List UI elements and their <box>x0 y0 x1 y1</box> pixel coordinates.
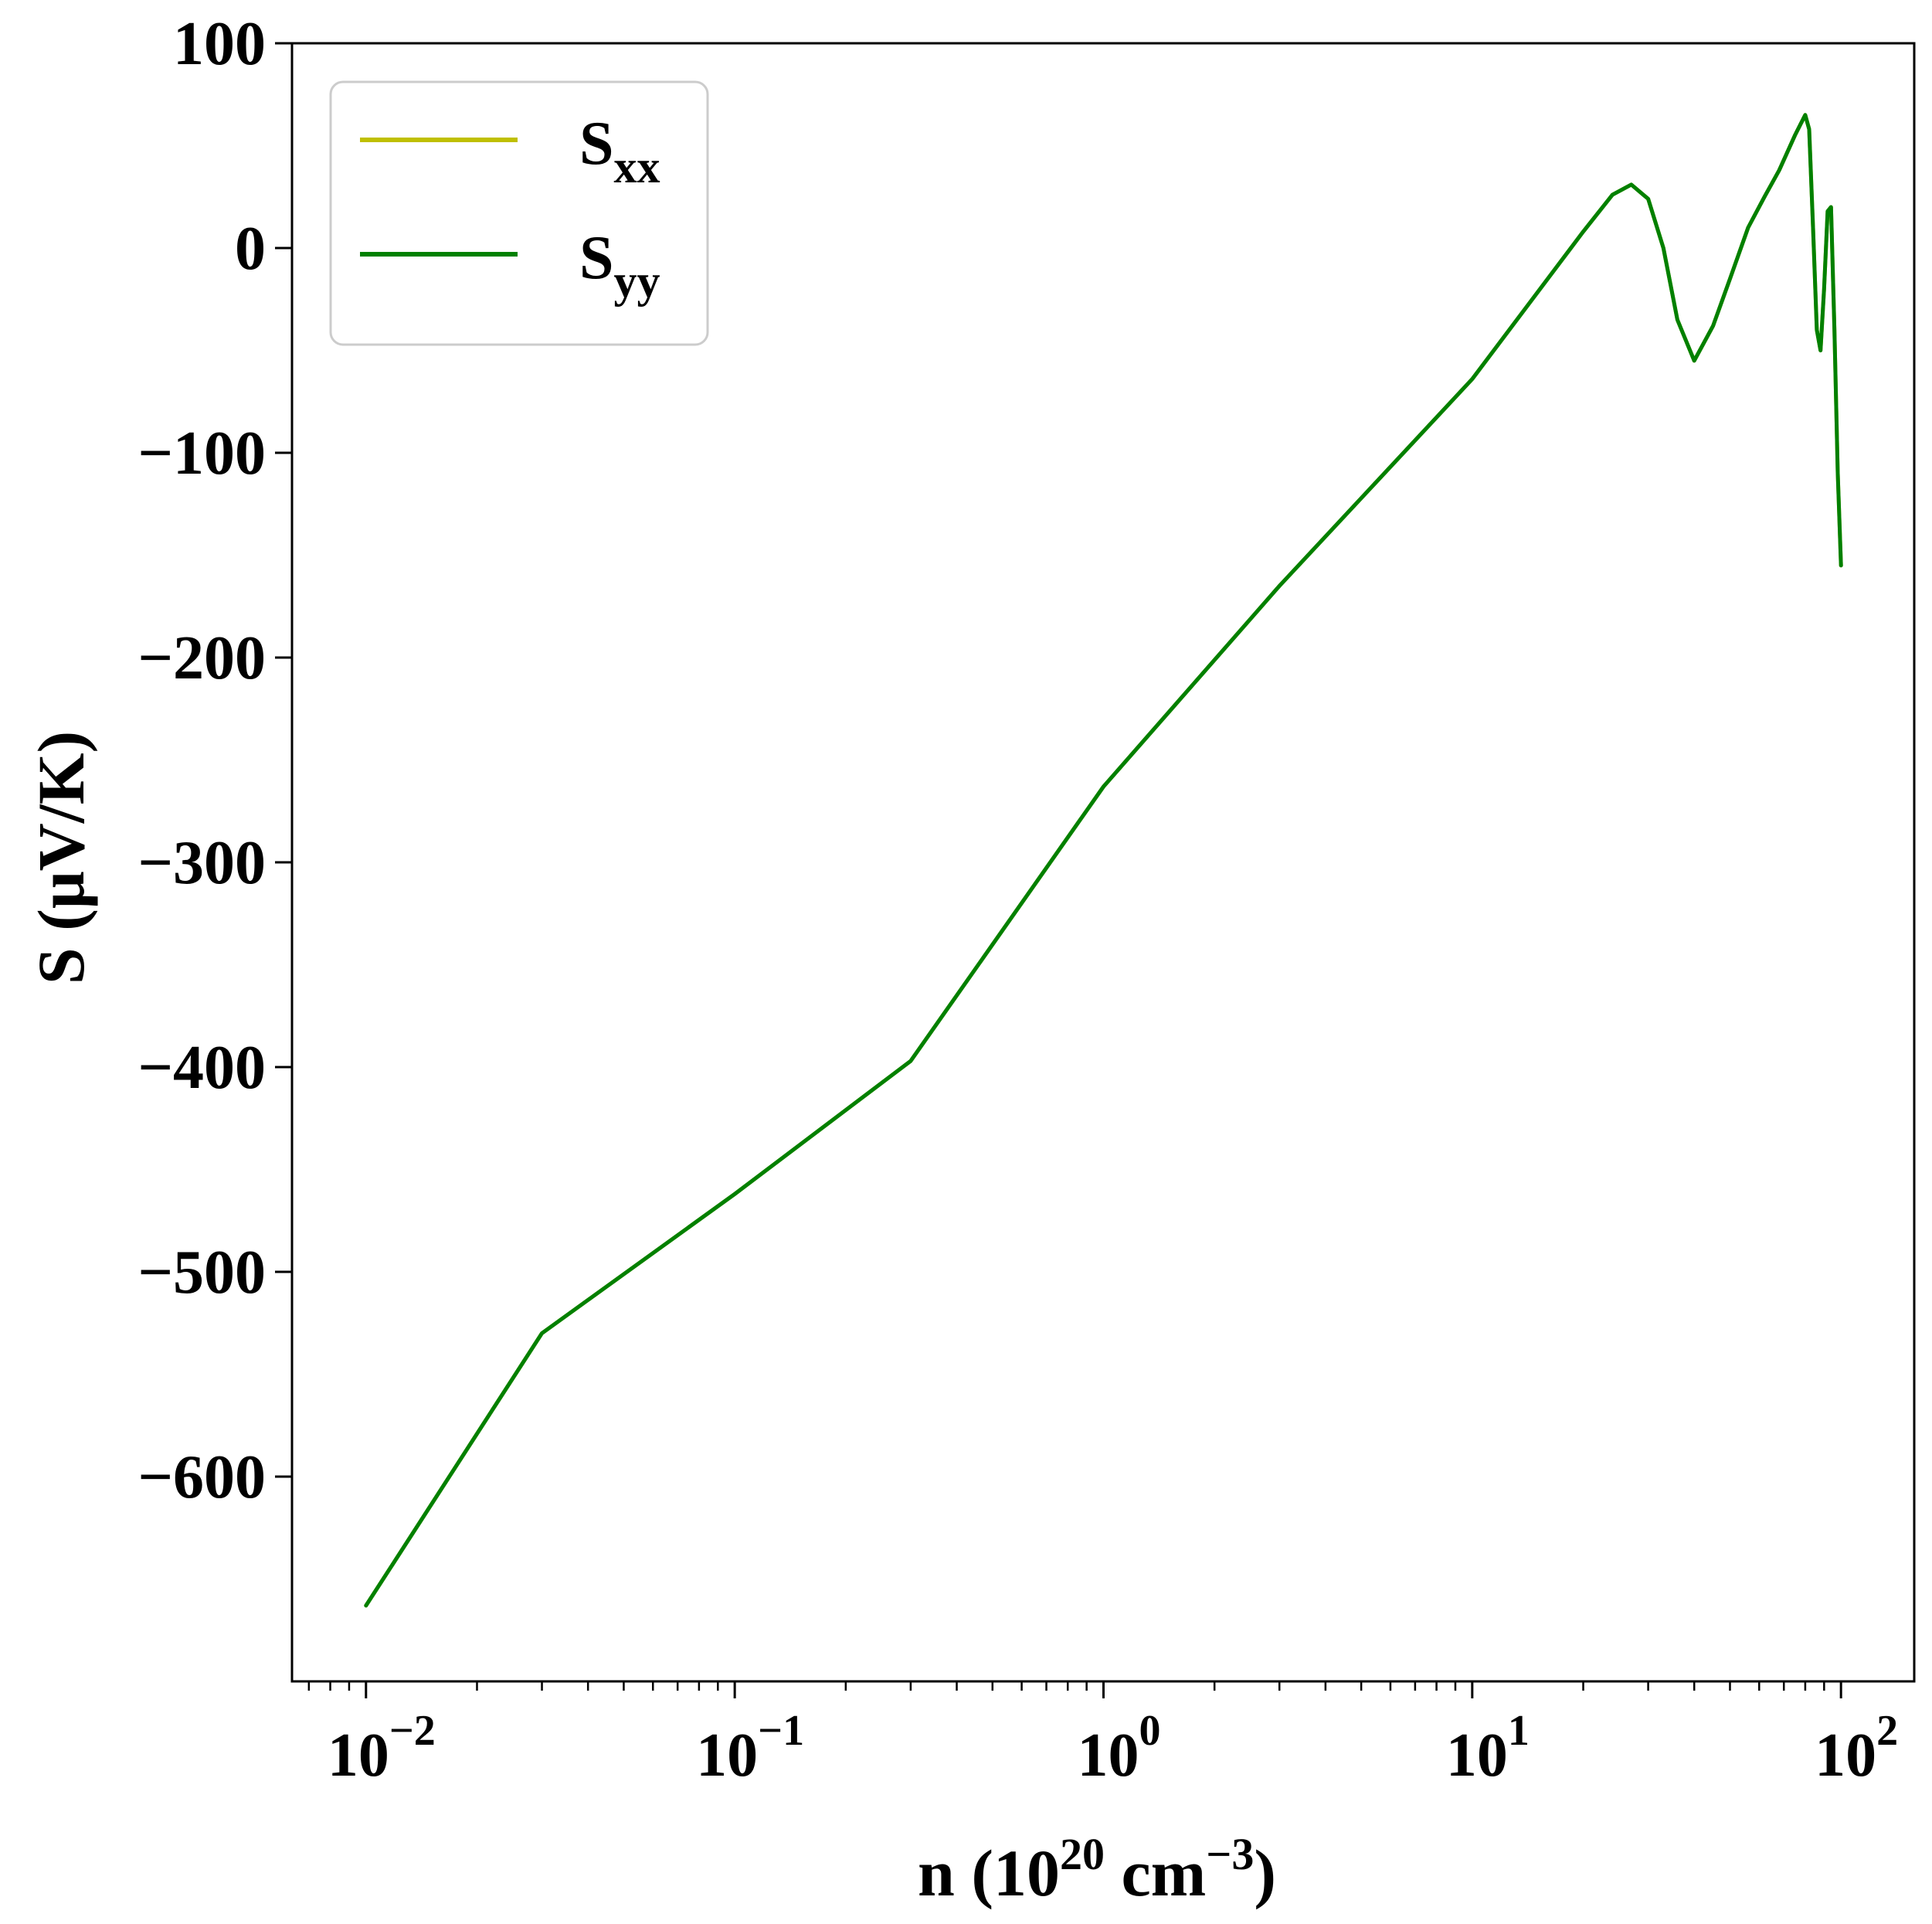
y-tick-label: −400 <box>138 1034 266 1102</box>
x-axis-label-main: n (10 <box>918 1836 1060 1910</box>
series-lines <box>364 113 1843 1608</box>
x-axis-label-sup1: 20 <box>1060 1829 1105 1879</box>
x-tick-label: 101 <box>1446 1707 1530 1790</box>
y-tick-label: −500 <box>138 1239 266 1307</box>
x-tick-label: 10−1 <box>696 1707 804 1790</box>
y-tick-label: 0 <box>235 215 266 283</box>
x-tick-label: 10−2 <box>328 1707 436 1790</box>
x-minor-ticks <box>307 1681 1825 1691</box>
y-tick-label: −100 <box>138 420 266 488</box>
legend-box <box>329 80 709 346</box>
x-axis-label-sup2: −3 <box>1206 1829 1254 1879</box>
x-axis-label-mid: cm <box>1105 1836 1206 1910</box>
x-tick-label: 102 <box>1815 1707 1898 1790</box>
y-tick-label: −200 <box>138 624 266 692</box>
y-tick-label: 100 <box>173 10 266 78</box>
x-tick-label: 100 <box>1077 1707 1160 1790</box>
series-line-syy <box>364 113 1843 1608</box>
y-axis-label: S (μV/K) <box>24 731 98 984</box>
y-ticks: 100 0 −100 −200 −300 −400 −500 −600 <box>138 10 292 1511</box>
x-major-ticks: 10−2 10−1 100 101 102 <box>328 1681 1898 1790</box>
x-axis-label-end: ) <box>1254 1836 1276 1910</box>
y-tick-label: −600 <box>138 1443 266 1511</box>
legend-label-sxx: Sxx <box>579 110 660 192</box>
legend: Sxx Syy <box>329 80 709 346</box>
y-tick-label: −300 <box>138 829 266 897</box>
x-axis-label: n (1020 cm−3) <box>918 1829 1276 1910</box>
legend-label-syy: Syy <box>579 224 660 307</box>
